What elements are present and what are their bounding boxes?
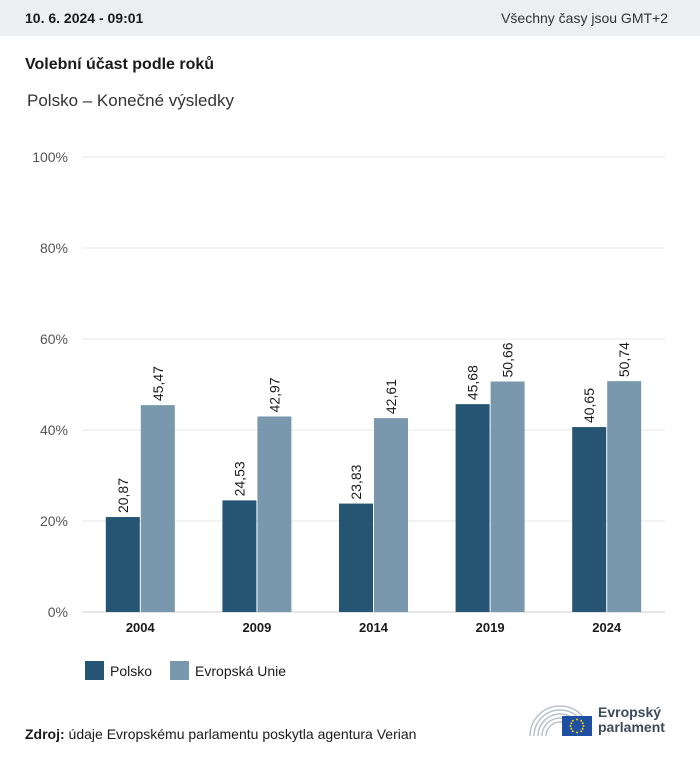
y-tick-label: 100% (32, 149, 68, 165)
bar-eu (257, 416, 292, 612)
data-label: 23,83 (348, 464, 364, 499)
chart-subtitle: Polsko – Konečné výsledky (27, 91, 234, 110)
logo-line1: Evropský (598, 704, 662, 720)
x-tick-label: 2014 (359, 620, 389, 635)
bar-polsko (572, 427, 607, 612)
logo-text: Evropský parlament (598, 705, 665, 735)
y-tick-label: 60% (40, 331, 68, 347)
bar-chart: 0% 20% 40% 60% 80% 100% 20,87 45,47 2004 24,53 42,… (32, 149, 665, 635)
bar-eu (374, 418, 408, 612)
data-label: 45,68 (465, 365, 481, 400)
chart-title: Volební účast podle roků (25, 56, 215, 73)
bar-eu (607, 381, 642, 612)
bar-polsko (222, 500, 257, 612)
logo-line2: parlament (598, 719, 665, 735)
data-label: 42,97 (266, 377, 282, 412)
legend-label-eu: Evropská Unie (195, 662, 287, 679)
timezone-note: Všechny časy jsou GMT+2 (501, 10, 668, 26)
eu-flag-icon (562, 716, 592, 736)
legend-swatch-eu (170, 661, 190, 680)
y-tick-label: 40% (40, 422, 68, 438)
legend-swatch-polsko (85, 661, 104, 680)
y-tick-label: 80% (40, 240, 68, 256)
data-label: 24,53 (231, 461, 247, 496)
y-tick-label: 0% (48, 604, 68, 620)
legend-item-polsko[interactable]: Polsko (85, 661, 152, 680)
x-tick-label: 2024 (592, 620, 622, 635)
chart-legend: Polsko Evropská Unie (85, 661, 304, 680)
bar-eu (140, 405, 175, 612)
data-label: 20,87 (115, 478, 131, 513)
legend-item-eu[interactable]: Evropská Unie (170, 661, 286, 680)
top-bar: 10. 6. 2024 - 09:01 Všechny časy jsou GM… (0, 0, 700, 36)
data-label: 50,74 (616, 342, 632, 377)
y-tick-label: 20% (40, 513, 68, 529)
data-label: 42,61 (383, 379, 399, 414)
source-text: údaje Evropskému parlamentu poskytla age… (68, 726, 417, 742)
datetime-label: 10. 6. 2024 - 09:01 (25, 10, 144, 26)
bar-polsko (105, 517, 140, 612)
bar-polsko (455, 404, 490, 612)
data-label: 45,47 (150, 366, 166, 401)
x-tick-label: 2004 (126, 620, 156, 635)
parliament-hemicycle-icon (529, 705, 592, 737)
bar-eu (490, 381, 525, 612)
x-tick-label: 2009 (242, 620, 271, 635)
data-label: 50,66 (500, 342, 516, 377)
ep-logo: Evropský parlament (528, 702, 665, 738)
legend-label-polsko: Polsko (110, 662, 153, 679)
source-note: Zdroj: údaje Evropskému parlamentu posky… (25, 726, 416, 742)
bar-polsko (339, 503, 373, 612)
data-label: 40,65 (581, 388, 597, 423)
x-tick-label: 2019 (476, 620, 505, 635)
source-label: Zdroj: (25, 726, 65, 742)
